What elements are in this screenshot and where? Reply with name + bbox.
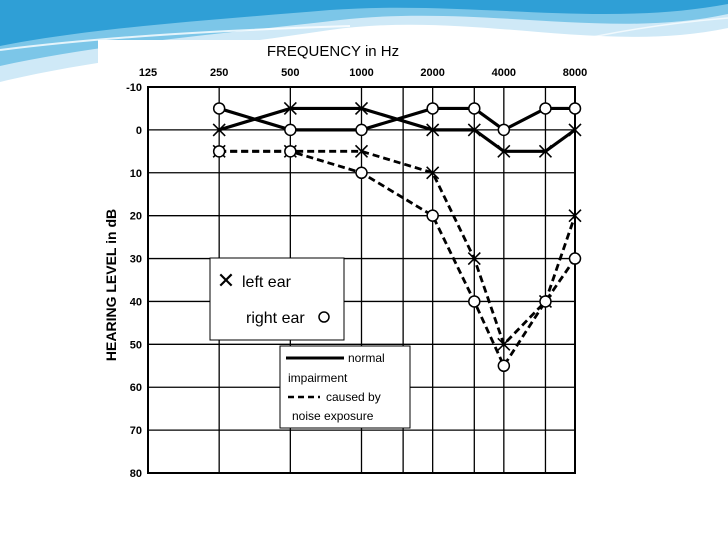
- legend-impairment-label: impairment: [288, 371, 348, 385]
- o-marker: [426, 209, 439, 222]
- y-tick-labels: -10 0 10 20 30 40 50 60 70 80: [126, 82, 142, 480]
- legend-left-ear-label: left ear: [242, 274, 292, 291]
- y-tick-label: 0: [136, 125, 142, 137]
- slide-header-wave: [0, 0, 728, 82]
- x-marker: [212, 123, 226, 137]
- y-tick-label: 10: [130, 168, 142, 180]
- series-impaired-right-ear: [212, 145, 582, 373]
- series-normal-left-ear: [212, 101, 582, 158]
- o-marker: [468, 295, 481, 308]
- audiogram-chart: FREQUENCY in Hz HEARING LEVEL in dB 125 2…: [103, 43, 587, 480]
- x-marker: [354, 101, 369, 116]
- o-marker: [284, 123, 297, 137]
- x-marker: [426, 166, 440, 180]
- y-tick-label: 70: [130, 425, 142, 437]
- o-marker: [284, 145, 297, 158]
- wave-band-dark: [0, 0, 728, 46]
- series-line: [218, 106, 575, 132]
- o-marker: [539, 102, 552, 115]
- legend-x-glyph: ✕: [217, 268, 235, 293]
- o-marker: [355, 166, 368, 180]
- x-marker: [497, 144, 511, 158]
- x-tick-label: 250: [210, 67, 228, 79]
- y-tick-label: 60: [130, 382, 142, 394]
- y-tick-label: -10: [126, 82, 142, 94]
- legend-o-marker: [318, 311, 330, 323]
- o-marker: [497, 359, 511, 373]
- o-marker: [355, 123, 368, 137]
- y-tick-label: 80: [130, 468, 142, 480]
- x-marker: [568, 209, 582, 223]
- series-line: [218, 106, 576, 153]
- x-marker: [426, 123, 440, 137]
- audiogram-panel: FREQUENCY in Hz HEARING LEVEL in dB 125 2…: [98, 40, 601, 482]
- o-marker: [212, 145, 226, 158]
- y-tick-label: 50: [130, 339, 142, 351]
- legend-right-ear-label: right ear: [246, 310, 305, 327]
- legend-caused-by-label: caused by: [326, 390, 381, 404]
- o-marker: [568, 102, 582, 115]
- x-marker: [467, 123, 481, 137]
- o-marker: [497, 123, 511, 137]
- y-tick-label: 30: [130, 254, 142, 266]
- x-tick-label: 125: [139, 67, 157, 79]
- series-normal-right-ear: [212, 102, 582, 137]
- legend-noise-exposure-label: noise exposure: [292, 409, 374, 423]
- x-marker: [354, 144, 369, 158]
- x-tick-label: 2000: [420, 67, 444, 79]
- x-marker: [538, 144, 553, 158]
- x-tick-label: 500: [281, 67, 299, 79]
- x-marker: [467, 251, 481, 266]
- o-marker: [426, 102, 439, 115]
- y-tick-label: 20: [130, 211, 142, 223]
- x-marker: [283, 101, 297, 116]
- legend-markers-box: [209, 257, 345, 341]
- x-marker: [568, 123, 582, 137]
- o-marker: [539, 295, 552, 308]
- y-tick-label: 40: [130, 296, 142, 308]
- x-tick-label: 8000: [563, 67, 587, 79]
- x-tick-label: 4000: [492, 67, 516, 79]
- legend-markers: ✕ left ear right ear: [209, 257, 345, 341]
- series-line: [219, 149, 577, 369]
- y-axis-label: HEARING LEVEL in dB: [103, 209, 119, 361]
- x-marker: [497, 337, 511, 351]
- o-marker: [212, 102, 226, 115]
- series-layer: [212, 101, 582, 373]
- chart-title: FREQUENCY in Hz: [267, 43, 399, 60]
- x-tick-label: 1000: [349, 67, 373, 79]
- o-marker: [568, 252, 582, 265]
- wave-highlight-right: [559, 17, 728, 45]
- x-tick-labels: 125 250 500 1000 2000 4000 8000: [139, 67, 587, 79]
- wave-highlight: [0, 25, 351, 51]
- legend-normal-label: normal: [348, 351, 385, 365]
- legend-lines: normal impairment caused by noise exposu…: [279, 345, 411, 429]
- legend-lines-box: [279, 345, 411, 429]
- o-marker: [468, 102, 481, 115]
- series-line: [219, 149, 577, 347]
